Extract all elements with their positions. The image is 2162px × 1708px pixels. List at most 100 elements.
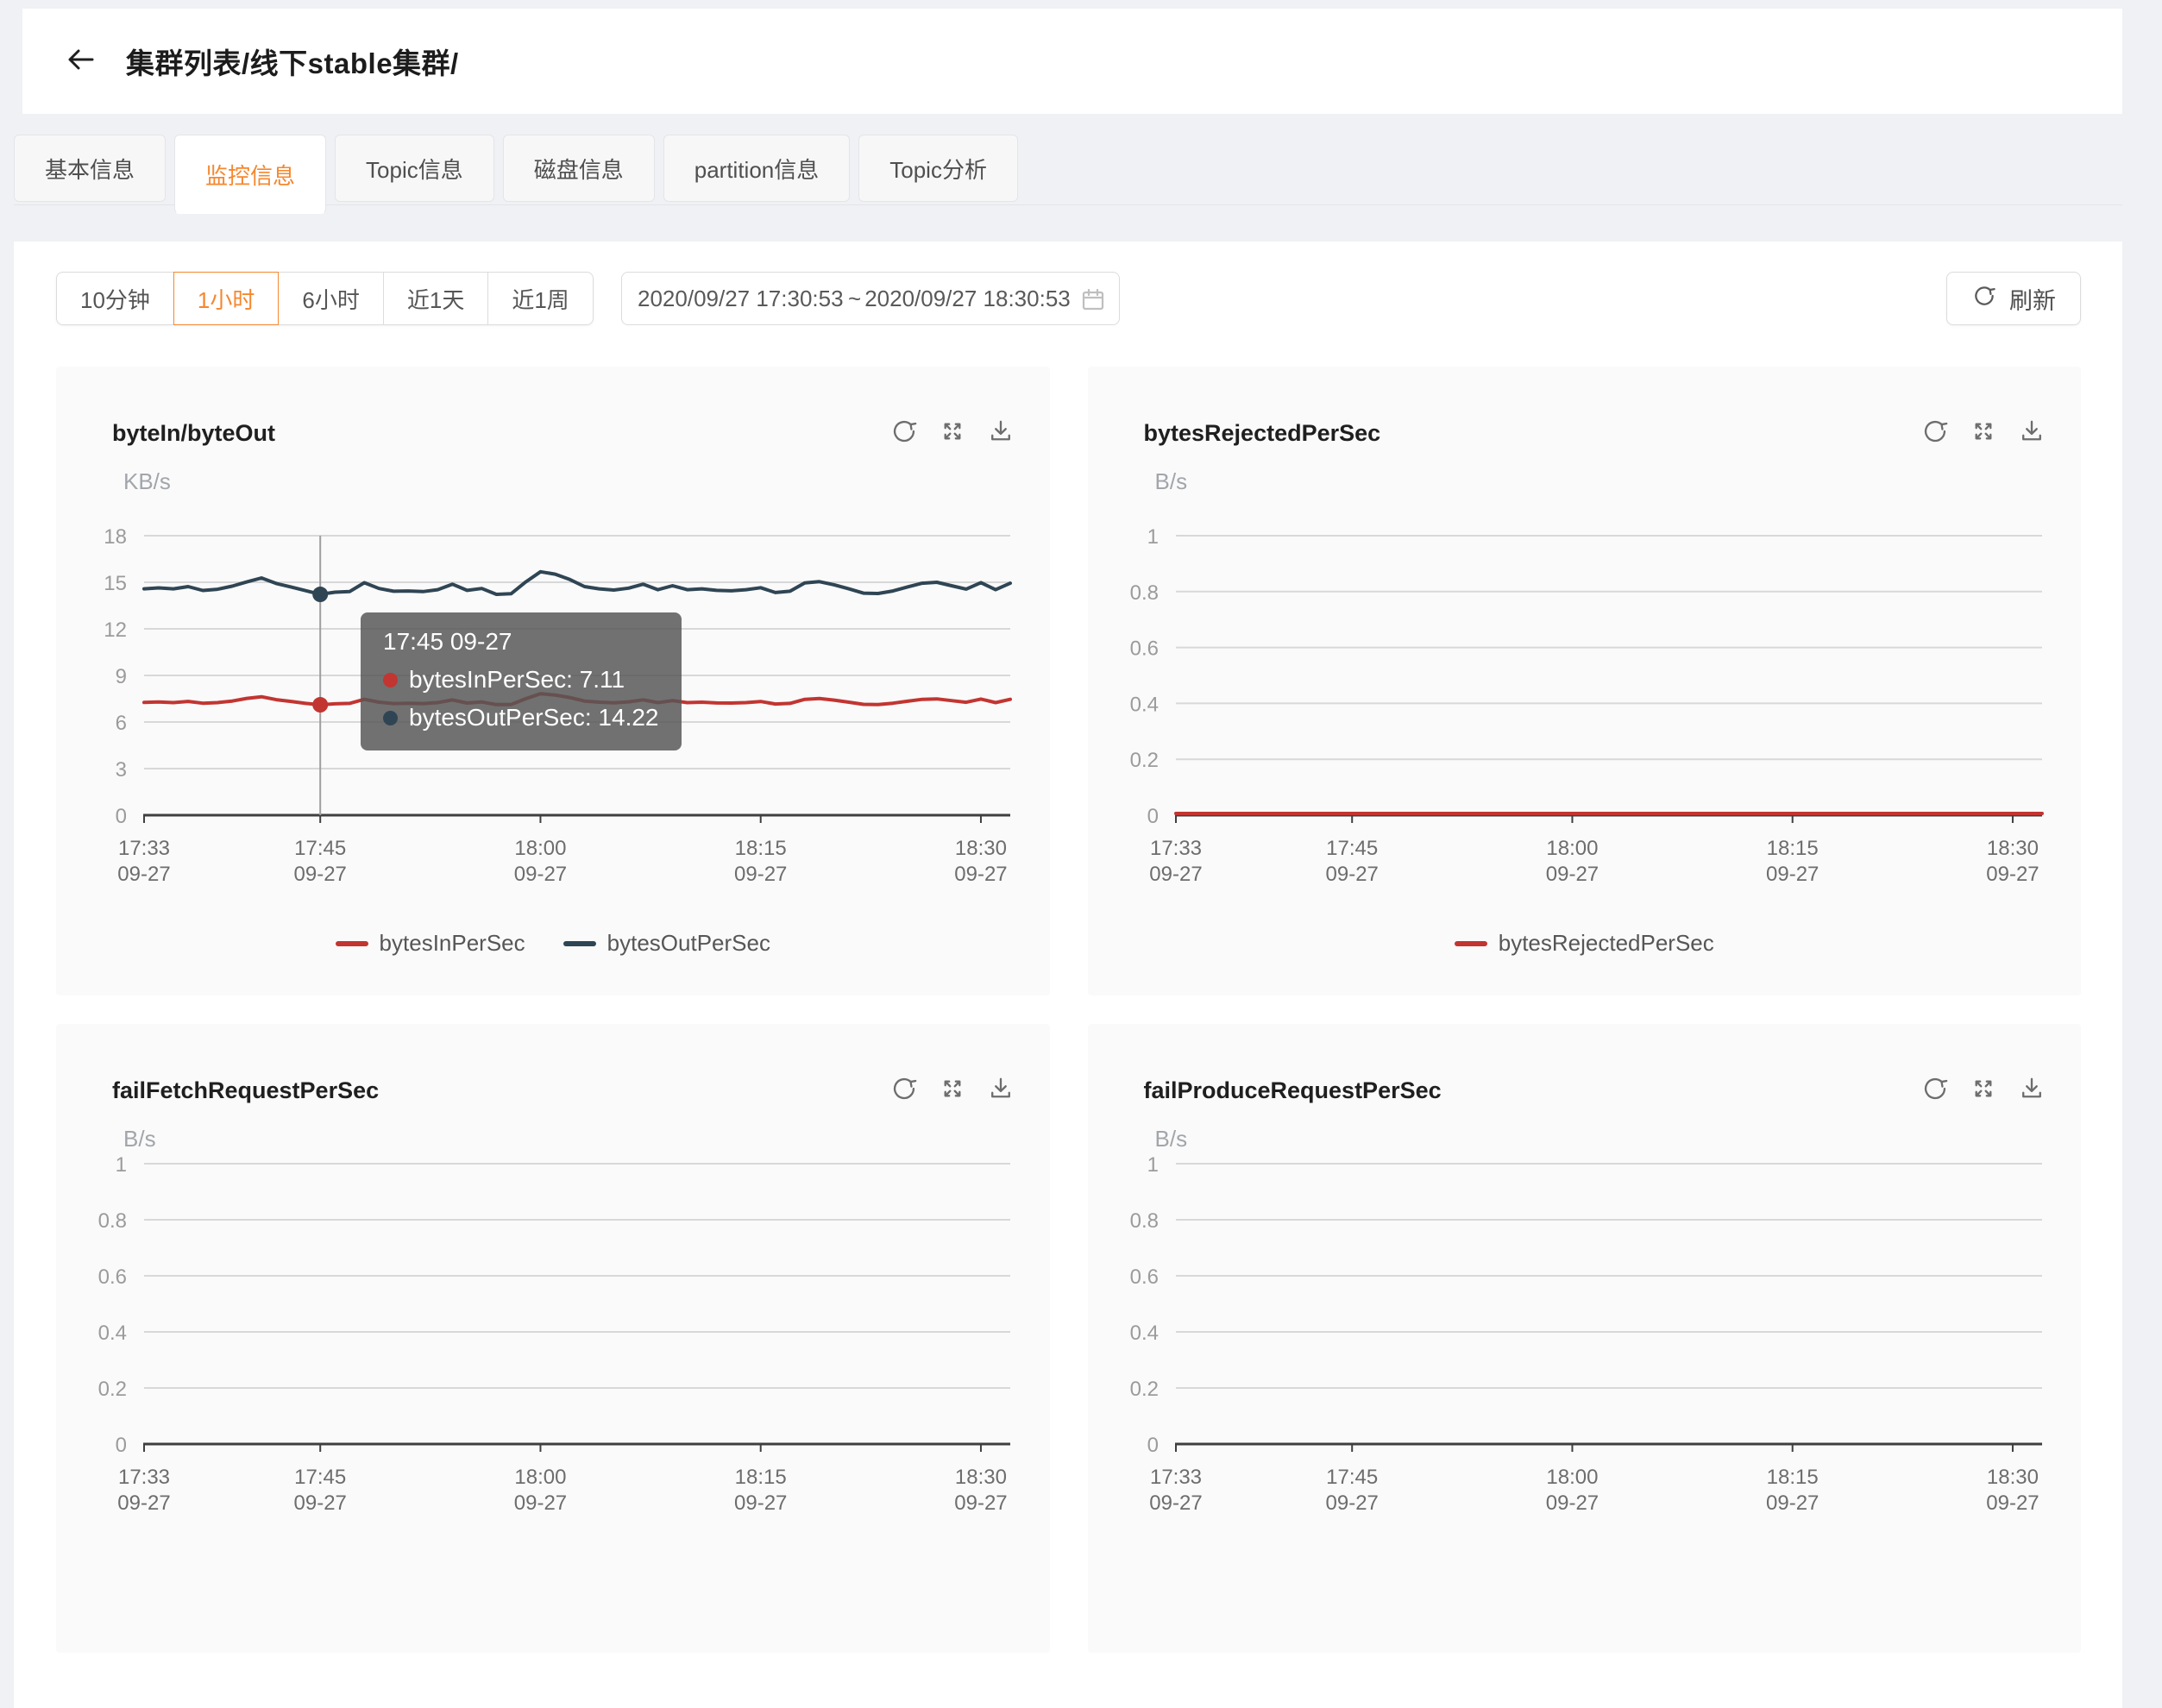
- svg-text:6: 6: [116, 712, 127, 735]
- download-icon[interactable]: [2017, 417, 2046, 446]
- legend-label: bytesOutPerSec: [606, 930, 770, 956]
- legend-label: bytesInPerSec: [379, 930, 525, 956]
- svg-text:18: 18: [104, 525, 127, 549]
- range-button-3[interactable]: 近1天: [382, 272, 489, 325]
- time-range-group: 10分钟 1小时 6小时 近1天 近1周: [56, 272, 594, 325]
- tab-bar: 基本信息 监控信息 Topic信息 磁盘信息 partition信息 Topic分析: [14, 135, 1018, 214]
- svg-text:0: 0: [116, 1434, 127, 1457]
- chart-grid: byteIn/byteOut KB/s 0 3 6 9 12 15 18 17:33 09-27 17…: [56, 367, 2081, 1653]
- range-button-2[interactable]: 6小时: [278, 272, 384, 325]
- chart-title: byteIn/byteOut: [112, 420, 276, 446]
- tab-4[interactable]: partition信息: [663, 135, 851, 202]
- fullscreen-icon[interactable]: [1969, 417, 1998, 446]
- chart-canvas[interactable]: 0 0.2 0.4 0.6 0.8 1 17:33 09-27 17:45 09-27 18:00 0…: [1088, 1024, 2081, 1653]
- legend-marker: [1454, 940, 1487, 946]
- range-button-0[interactable]: 10分钟: [56, 272, 174, 325]
- chart-card-1: bytesRejectedPerSec B/s 0 0.2 0.4 0.6 0.8 1 17:3…: [1087, 367, 2081, 995]
- back-button[interactable]: [62, 42, 100, 80]
- svg-text:0: 0: [116, 805, 127, 828]
- refresh-label: 刷新: [2009, 287, 2056, 314]
- range-button-4[interactable]: 近1周: [487, 272, 594, 325]
- tab-1[interactable]: 监控信息: [174, 135, 327, 214]
- svg-text:0.8: 0.8: [1129, 581, 1158, 605]
- svg-text:0.6: 0.6: [1129, 637, 1158, 661]
- download-icon[interactable]: [986, 1074, 1015, 1103]
- legend-marker: [335, 940, 368, 946]
- chart-unit: B/s: [1154, 468, 1188, 494]
- svg-text:0.2: 0.2: [1129, 1378, 1158, 1401]
- reload-icon[interactable]: [889, 417, 919, 446]
- svg-text:0.4: 0.4: [1129, 1322, 1158, 1345]
- svg-text:15: 15: [104, 572, 127, 595]
- date-range-separator: ~: [848, 285, 862, 311]
- chart-card-0: byteIn/byteOut KB/s 0 3 6 9 12 15 18 17:33 09-27 17…: [56, 367, 1050, 995]
- svg-text:3: 3: [116, 758, 127, 782]
- chart-canvas[interactable]: 0 3 6 9 12 15 18 17:33 09-27 17:45 09-27 18:00 09-27…: [56, 367, 1049, 995]
- svg-text:0.8: 0.8: [1129, 1209, 1158, 1233]
- refresh-button[interactable]: 刷新: [1946, 272, 2081, 325]
- legend-item-1[interactable]: bytesOutPerSec: [562, 930, 770, 957]
- chart-unit: KB/s: [123, 468, 171, 494]
- chart-card-2: failFetchRequestPerSec B/s 0 0.2 0.4 0.6 0.8 1 1…: [56, 1024, 1050, 1653]
- chart-unit: B/s: [1154, 1126, 1188, 1152]
- download-icon[interactable]: [2017, 1074, 2046, 1103]
- tab-5[interactable]: Topic分析: [858, 135, 1018, 202]
- fullscreen-icon[interactable]: [1969, 1074, 1998, 1103]
- svg-text:0: 0: [1147, 805, 1158, 828]
- fullscreen-icon[interactable]: [938, 1074, 967, 1103]
- reload-icon[interactable]: [889, 1074, 919, 1103]
- svg-text:0.4: 0.4: [98, 1322, 127, 1345]
- tab-0[interactable]: 基本信息: [14, 135, 167, 202]
- legend-label: bytesRejectedPerSec: [1498, 930, 1714, 956]
- chart-actions: [1920, 417, 2046, 446]
- reload-icon: [1971, 283, 1997, 315]
- tab-2[interactable]: Topic信息: [335, 135, 494, 202]
- chart-canvas[interactable]: 0 0.2 0.4 0.6 0.8 1 17:33 09-27 17:45 09-27 18:00 0…: [56, 1024, 1049, 1653]
- chart-canvas[interactable]: 0 0.2 0.4 0.6 0.8 1 17:33 09-27 17:45 09-27 18:00 0…: [1088, 367, 2081, 995]
- date-range-start[interactable]: 2020/09/27 17:30:53: [638, 285, 844, 311]
- range-button-1[interactable]: 1小时: [173, 272, 280, 325]
- chart-title: failFetchRequestPerSec: [112, 1077, 380, 1103]
- chart-unit: B/s: [123, 1126, 156, 1152]
- svg-text:0.2: 0.2: [1129, 749, 1158, 772]
- svg-text:0.6: 0.6: [1129, 1265, 1158, 1289]
- arrow-left-icon: [64, 42, 98, 81]
- calendar-icon: [1079, 286, 1107, 313]
- svg-text:1: 1: [1147, 525, 1158, 549]
- tab-bar-underline: [14, 204, 2122, 205]
- download-icon[interactable]: [986, 417, 1015, 446]
- svg-text:0.4: 0.4: [1129, 693, 1158, 716]
- date-range-picker[interactable]: 2020/09/27 17:30:53 ~ 2020/09/27 18:30:5…: [621, 272, 1120, 325]
- chart-actions: [889, 1074, 1015, 1103]
- content-panel: 10分钟 1小时 6小时 近1天 近1周 2020/09/27 17:30:53 ~ 2…: [14, 242, 2122, 1708]
- tab-3[interactable]: 磁盘信息: [502, 135, 655, 202]
- legend-item-0[interactable]: bytesInPerSec: [335, 930, 525, 957]
- fullscreen-icon[interactable]: [938, 417, 967, 446]
- date-range-end[interactable]: 2020/09/27 18:30:53: [864, 285, 1071, 311]
- chart-title: bytesRejectedPerSec: [1143, 420, 1381, 446]
- legend-item-0[interactable]: bytesRejectedPerSec: [1454, 930, 1714, 957]
- breadcrumb: 集群列表/线下stable集群/: [126, 47, 459, 79]
- chart-actions: [1920, 1074, 2046, 1103]
- reload-icon[interactable]: [1920, 1074, 1950, 1103]
- svg-text:1: 1: [1147, 1153, 1158, 1177]
- reload-icon[interactable]: [1920, 417, 1950, 446]
